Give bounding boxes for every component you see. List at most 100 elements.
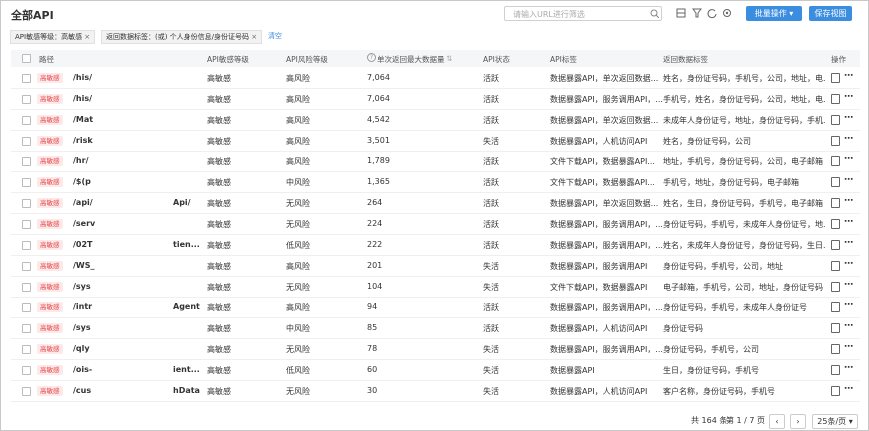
edit-icon[interactable] — [831, 73, 840, 83]
select-all-checkbox[interactable] — [22, 54, 31, 63]
more-icon[interactable]: ⋯ — [844, 383, 853, 394]
edit-icon[interactable] — [831, 239, 840, 250]
api-status: 失活 — [483, 345, 499, 355]
edit-icon[interactable] — [831, 385, 840, 396]
row-checkbox[interactable] — [22, 199, 31, 209]
row-checkbox[interactable] — [22, 136, 31, 146]
row-checkbox[interactable] — [22, 240, 31, 250]
row-checkbox[interactable] — [22, 261, 31, 271]
api-path[interactable]: /02T — [73, 239, 93, 249]
row-checkbox[interactable] — [22, 115, 31, 125]
more-icon[interactable]: ⋯ — [844, 342, 853, 353]
more-icon[interactable]: ⋯ — [844, 362, 853, 373]
more-icon[interactable]: ⋯ — [844, 196, 853, 207]
edit-icon[interactable] — [831, 344, 840, 355]
row-checkbox[interactable] — [22, 386, 31, 396]
api-path[interactable]: /risk — [73, 135, 93, 145]
api-path[interactable]: /intr — [73, 302, 93, 312]
row-checkbox[interactable] — [22, 324, 31, 334]
api-path[interactable]: /hr/ — [73, 156, 89, 166]
row-checkbox[interactable] — [22, 178, 31, 188]
max-count: 222 — [367, 239, 383, 249]
row-checkbox[interactable] — [22, 157, 31, 167]
edit-icon[interactable] — [831, 364, 840, 375]
more-icon[interactable]: ⋯ — [844, 71, 853, 81]
api-path[interactable]: /cus — [73, 385, 92, 395]
save-button[interactable]: 保存视图 — [809, 6, 852, 21]
sensitivity-tag: 高敏感 — [37, 177, 63, 188]
edit-icon[interactable] — [831, 93, 840, 104]
api-path[interactable]: /$(p — [73, 177, 91, 187]
page-size-label: 25条/页 — [817, 417, 847, 426]
remove-filter[interactable]: × — [249, 33, 258, 41]
edit-icon[interactable] — [831, 218, 840, 229]
edit-icon[interactable] — [831, 302, 840, 313]
search-icon[interactable] — [650, 9, 659, 18]
api-tags: 文件下载API，数据暴露API — [550, 282, 648, 292]
more-icon[interactable]: ⋯ — [844, 175, 853, 186]
more-icon[interactable]: ⋯ — [844, 258, 853, 269]
more-icon[interactable]: ⋯ — [844, 91, 853, 102]
prev-page[interactable]: ‹ — [769, 414, 785, 429]
path-fragment: ient... — [173, 364, 200, 374]
more-icon[interactable]: ⋯ — [844, 112, 853, 123]
page-size-select[interactable]: 25条/页 ▾ — [812, 414, 858, 429]
api-path[interactable]: /Mat — [73, 114, 94, 124]
api-tags: 数据暴露API，服务调用API，... — [550, 219, 663, 229]
max-count: 7,064 — [367, 73, 390, 82]
api-status: 失活 — [483, 282, 499, 292]
row-checkbox[interactable] — [22, 94, 31, 104]
edit-icon[interactable] — [831, 135, 840, 146]
api-path[interactable]: /ois- — [73, 364, 93, 374]
batch-button[interactable]: 批量操作 ▾ — [746, 6, 802, 21]
api-tags: 文件下载API，数据暴露API... — [550, 178, 655, 188]
api-path[interactable]: /serv — [73, 218, 96, 228]
more-icon[interactable]: ⋯ — [844, 321, 853, 332]
more-icon[interactable]: ⋯ — [844, 154, 853, 165]
edit-icon[interactable] — [831, 114, 840, 125]
edit-icon[interactable] — [831, 156, 840, 167]
edit-icon[interactable] — [831, 281, 840, 292]
api-path[interactable]: /api/ — [73, 198, 93, 208]
toolbar-icons[interactable] — [676, 8, 736, 19]
more-icon[interactable]: ⋯ — [844, 237, 853, 248]
api-path[interactable]: /his/ — [73, 93, 93, 103]
sensitivity-tag: 高敏感 — [37, 156, 63, 167]
row-checkbox[interactable] — [22, 219, 31, 229]
row-checkbox[interactable] — [22, 365, 31, 375]
search-input[interactable]: 请输入URL进行筛选 — [504, 6, 662, 21]
edit-icon[interactable] — [831, 260, 840, 271]
sensitivity-level: 高敏感 — [207, 115, 231, 125]
api-path[interactable]: /sys — [73, 323, 91, 333]
api-path[interactable]: /his/ — [73, 73, 93, 82]
api-tags: 数据暴露API，服务调用API，... — [550, 240, 663, 250]
table-row — [11, 297, 860, 319]
table-row — [11, 172, 860, 194]
api-path[interactable]: /qly — [73, 344, 90, 354]
row-checkbox[interactable] — [22, 303, 31, 313]
more-icon[interactable]: ⋯ — [844, 300, 853, 311]
api-path[interactable]: /sys — [73, 281, 91, 291]
api-tags: 数据暴露API，服务调用API，... — [550, 345, 663, 355]
row-checkbox[interactable] — [22, 74, 31, 83]
api-status: 失活 — [483, 365, 499, 375]
next-page[interactable]: › — [790, 414, 806, 429]
api-path[interactable]: /WS_ — [73, 260, 95, 270]
sensitivity-tag: 高敏感 — [37, 260, 63, 271]
sort-icon[interactable]: ⇅ — [446, 54, 453, 63]
more-icon[interactable]: ⋯ — [844, 216, 853, 227]
edit-icon[interactable] — [831, 198, 840, 209]
remove-filter[interactable]: × — [82, 33, 91, 41]
max-count: 4,542 — [367, 114, 390, 124]
more-icon[interactable]: ⋯ — [844, 279, 853, 290]
more-icon[interactable]: ⋯ — [844, 133, 853, 144]
edit-icon[interactable] — [831, 177, 840, 188]
risk-level: 无风险 — [286, 345, 310, 355]
return-tags: 身份证号码，手机号，公司 — [663, 345, 759, 355]
edit-icon[interactable] — [831, 323, 840, 334]
row-checkbox[interactable] — [22, 345, 31, 355]
clear-filters[interactable]: 清空 — [268, 32, 282, 40]
row-checkbox[interactable] — [22, 282, 31, 292]
path-fragment: hData — [173, 385, 200, 395]
